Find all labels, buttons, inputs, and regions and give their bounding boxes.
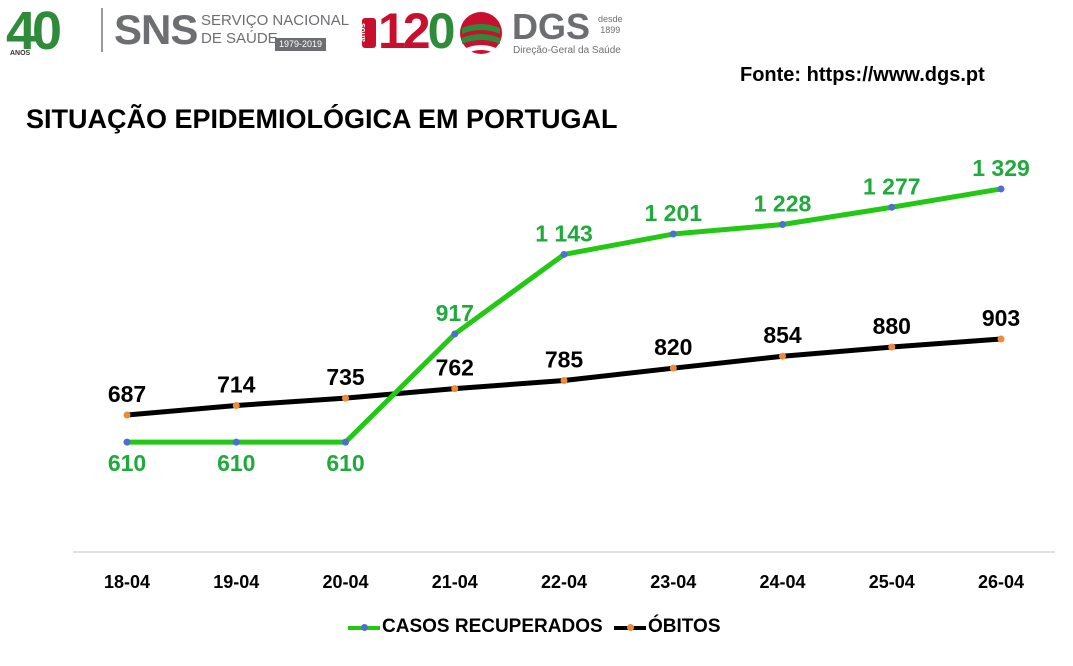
recovered-data-label: 1 329	[972, 155, 1030, 181]
deaths-data-label: 820	[654, 334, 692, 360]
deaths-point	[779, 352, 786, 360]
deaths-point	[342, 394, 349, 402]
recovered-data-label: 1 143	[535, 220, 593, 246]
x-tick-label: 20-04	[322, 572, 368, 592]
dgs-logo: DGS	[512, 6, 591, 47]
dgs-seal-icon	[460, 12, 502, 54]
deaths-data-label: 785	[545, 347, 584, 373]
legend-marker-recovered	[361, 624, 368, 631]
recovered-point	[669, 230, 677, 238]
logo-120-anos: anos 120	[358, 2, 460, 60]
dgs-since: desde 1899	[598, 14, 623, 36]
logo-120-number: 120	[378, 2, 456, 60]
recovered-point	[232, 438, 240, 446]
recovered-data-label: 610	[217, 450, 255, 476]
deaths-point	[669, 364, 677, 372]
recovered-data-label: 1 201	[644, 200, 702, 226]
logo-40-anos: 40 ANOS	[6, 1, 96, 61]
chart-legend: CASOS RECUPERADOS ÓBITOS	[0, 614, 1073, 642]
x-tick-label: 18-04	[104, 572, 150, 592]
legend-marker-deaths	[627, 624, 634, 631]
deaths-point	[232, 402, 240, 410]
source-note: Fonte: https://www.dgs.pt	[740, 64, 985, 86]
recovered-data-label: 610	[326, 450, 364, 476]
recovered-point	[997, 185, 1005, 193]
recovered-point	[451, 330, 459, 338]
recovered-point	[560, 250, 568, 258]
deaths-data-label: 880	[873, 313, 911, 339]
x-tick-label: 19-04	[213, 572, 259, 592]
deaths-data-label: 735	[326, 364, 365, 390]
deaths-data-label: 762	[436, 355, 474, 381]
recovered-data-label: 610	[108, 450, 146, 476]
x-tick-label: 23-04	[650, 572, 696, 592]
sns-years-badge: 1979-2019	[275, 38, 327, 51]
recovered-point	[123, 438, 131, 446]
logo-40-caption: ANOS	[10, 50, 31, 57]
sns-full-name: SERVIÇO NACIONAL DE SAÚDE	[201, 12, 349, 48]
dgs-since-line1: desde	[598, 14, 623, 24]
deaths-point	[888, 343, 896, 351]
recovered-data-label: 1 277	[863, 173, 921, 199]
logo-120-digits-b: 0	[427, 3, 456, 59]
chart-title: SITUAÇÃO EPIDEMIOLÓGICA EM PORTUGAL	[26, 104, 618, 134]
sns-logo: SNS	[114, 6, 198, 53]
sns-name-line2: DE SAÚDE	[201, 30, 278, 47]
x-tick-label: 25-04	[869, 572, 915, 592]
recovered-data-label: 917	[436, 300, 474, 326]
deaths-point	[123, 411, 131, 419]
deaths-data-label: 903	[982, 305, 1020, 331]
legend-label-recovered: CASOS RECUPERADOS	[382, 616, 603, 637]
sns-name-line1: SERVIÇO NACIONAL	[201, 12, 350, 29]
x-tick-label: 21-04	[432, 572, 478, 592]
deaths-point	[997, 335, 1005, 343]
deaths-point	[451, 385, 459, 393]
deaths-point	[560, 377, 568, 385]
logo-40-number: 40	[6, 1, 62, 61]
x-tick-label: 24-04	[759, 572, 805, 592]
recovered-point	[888, 203, 896, 211]
recovered-point	[779, 221, 786, 229]
dgs-since-line2: 1899	[600, 25, 621, 35]
recovered-data-label: 1 228	[754, 191, 812, 217]
deaths-data-label: 714	[217, 372, 256, 398]
deaths-data-label: 854	[763, 322, 802, 348]
deaths-data-label: 687	[108, 381, 146, 407]
logo-120-digits-a: 12	[378, 3, 431, 59]
recovered-point	[342, 438, 349, 446]
header: 40 ANOS SNS SERVIÇO NACIONAL DE SAÚDE 19…	[0, 0, 1073, 70]
header-divider	[101, 8, 103, 52]
logo-120-tag: anos	[358, 18, 376, 48]
x-tick-label: 22-04	[541, 572, 587, 592]
dgs-full-name: Direção-Geral da Saúde	[513, 45, 621, 56]
legend-label-deaths: ÓBITOS	[648, 616, 721, 637]
x-tick-label: 26-04	[978, 572, 1024, 592]
